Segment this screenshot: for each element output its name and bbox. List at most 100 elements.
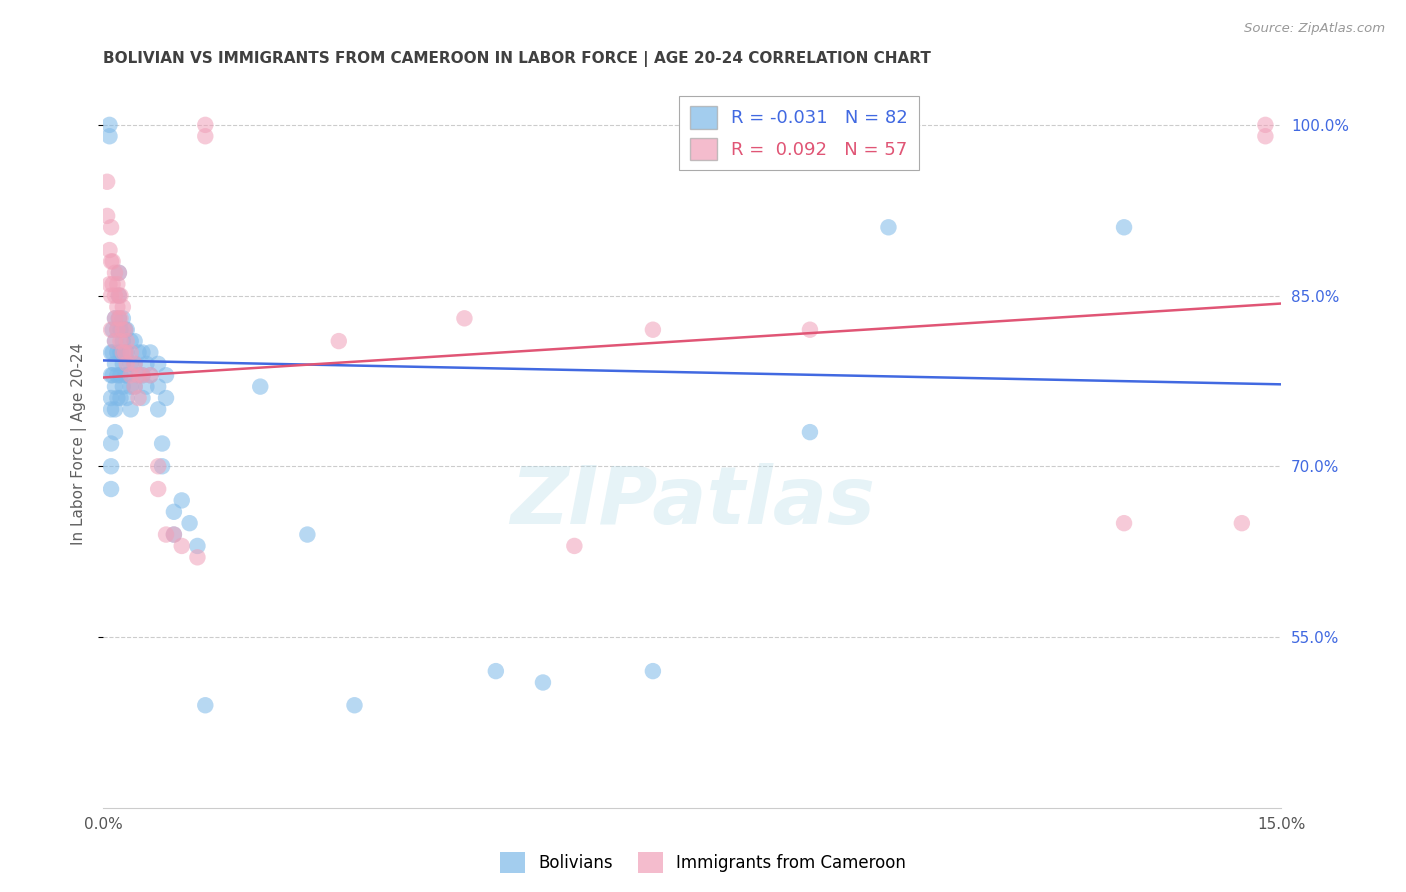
Point — [104, 379, 127, 393]
Point — [96, 209, 118, 223]
Point — [108, 311, 131, 326]
Point — [194, 698, 217, 713]
Point — [101, 368, 124, 383]
Point — [877, 220, 900, 235]
Point — [170, 493, 193, 508]
Point — [98, 129, 121, 144]
Point — [115, 323, 138, 337]
Point — [108, 311, 131, 326]
Point — [111, 379, 134, 393]
Point — [96, 175, 118, 189]
Point — [100, 368, 122, 383]
Point — [1254, 129, 1277, 144]
Point — [124, 334, 146, 348]
Point — [135, 357, 157, 371]
Point — [105, 345, 128, 359]
Point — [105, 323, 128, 337]
Point — [131, 368, 153, 383]
Point — [155, 368, 177, 383]
Point — [120, 334, 142, 348]
Point — [105, 391, 128, 405]
Point — [101, 254, 124, 268]
Point — [98, 118, 121, 132]
Point — [104, 425, 127, 439]
Point — [186, 550, 208, 565]
Point — [108, 266, 131, 280]
Point — [120, 357, 142, 371]
Legend: R = -0.031   N = 82, R =  0.092   N = 57: R = -0.031 N = 82, R = 0.092 N = 57 — [679, 95, 918, 170]
Point — [128, 368, 150, 383]
Point — [111, 357, 134, 371]
Point — [124, 357, 146, 371]
Point — [115, 391, 138, 405]
Point — [104, 266, 127, 280]
Point — [148, 402, 170, 417]
Point — [139, 368, 162, 383]
Point — [104, 402, 127, 417]
Point — [128, 391, 150, 405]
Point — [105, 368, 128, 383]
Point — [1112, 220, 1135, 235]
Point — [104, 334, 127, 348]
Point — [111, 323, 134, 337]
Point — [564, 539, 586, 553]
Point — [179, 516, 201, 531]
Point — [163, 527, 186, 541]
Point — [110, 311, 132, 326]
Point — [1112, 516, 1135, 531]
Point — [110, 345, 132, 359]
Point — [120, 368, 142, 383]
Point — [128, 368, 150, 383]
Point — [120, 402, 142, 417]
Point — [150, 436, 173, 450]
Point — [194, 129, 217, 144]
Point — [1254, 118, 1277, 132]
Point — [1230, 516, 1253, 531]
Text: Source: ZipAtlas.com: Source: ZipAtlas.com — [1244, 22, 1385, 36]
Point — [101, 345, 124, 359]
Point — [104, 357, 127, 371]
Point — [111, 311, 134, 326]
Point — [110, 368, 132, 383]
Point — [115, 368, 138, 383]
Point — [131, 368, 153, 383]
Point — [297, 527, 319, 541]
Point — [100, 459, 122, 474]
Point — [128, 345, 150, 359]
Point — [249, 379, 271, 393]
Point — [104, 311, 127, 326]
Point — [120, 345, 142, 359]
Point — [641, 323, 664, 337]
Point — [131, 345, 153, 359]
Point — [115, 357, 138, 371]
Point — [155, 527, 177, 541]
Point — [105, 323, 128, 337]
Y-axis label: In Labor Force | Age 20-24: In Labor Force | Age 20-24 — [72, 343, 87, 545]
Point — [124, 379, 146, 393]
Point — [100, 323, 122, 337]
Point — [115, 345, 138, 359]
Point — [110, 288, 132, 302]
Point — [111, 334, 134, 348]
Text: BOLIVIAN VS IMMIGRANTS FROM CAMEROON IN LABOR FORCE | AGE 20-24 CORRELATION CHAR: BOLIVIAN VS IMMIGRANTS FROM CAMEROON IN … — [103, 51, 931, 67]
Point — [194, 118, 217, 132]
Point — [641, 664, 664, 678]
Point — [104, 288, 127, 302]
Legend: Bolivians, Immigrants from Cameroon: Bolivians, Immigrants from Cameroon — [494, 846, 912, 880]
Point — [108, 288, 131, 302]
Point — [104, 334, 127, 348]
Point — [100, 345, 122, 359]
Point — [110, 334, 132, 348]
Point — [111, 300, 134, 314]
Point — [139, 345, 162, 359]
Point — [110, 391, 132, 405]
Point — [105, 300, 128, 314]
Point — [148, 379, 170, 393]
Point — [155, 391, 177, 405]
Point — [98, 243, 121, 257]
Point — [343, 698, 366, 713]
Point — [100, 482, 122, 496]
Point — [186, 539, 208, 553]
Point — [105, 277, 128, 292]
Point — [100, 220, 122, 235]
